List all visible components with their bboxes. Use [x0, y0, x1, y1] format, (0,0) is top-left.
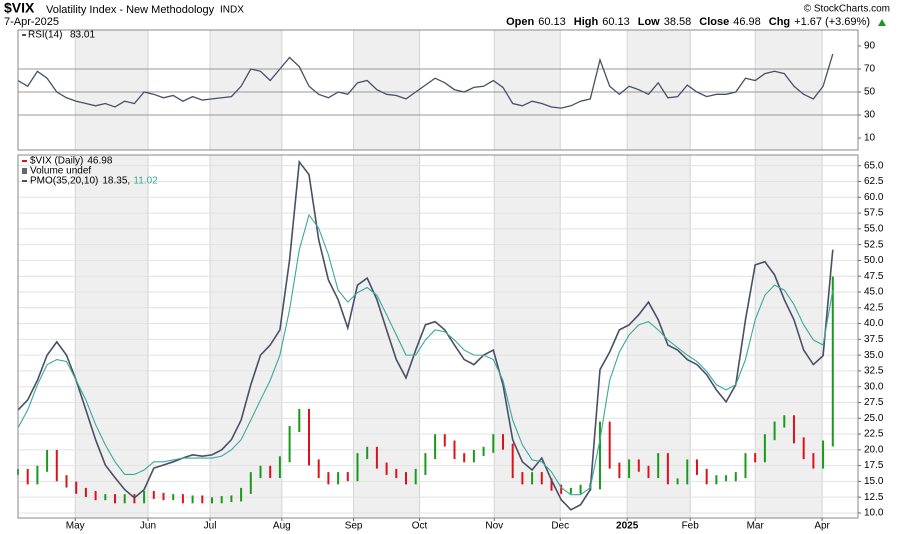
quote-value: 38.58 [664, 16, 692, 28]
y-tick-label: 10.0 [864, 508, 884, 519]
y-tick-label: 47.5 [864, 271, 884, 282]
panel-background [18, 155, 858, 518]
legend-label: $VIX (Daily) [30, 156, 83, 167]
quote-value: 60.13 [602, 16, 630, 28]
legend-value: 11.02 [133, 176, 158, 187]
quote-label: Chg [769, 16, 790, 28]
rsi-last: 83.01 [70, 30, 95, 41]
y-tick-label: 20.0 [864, 444, 884, 455]
y-tick-label: 50.0 [864, 255, 884, 266]
rsi-tick-label: 90 [864, 41, 876, 52]
x-tick-label: Apr [814, 521, 830, 532]
panel-frame [17, 29, 859, 151]
x-tick-label: Mar [747, 521, 765, 532]
y-tick-label: 57.5 [864, 208, 884, 219]
y-tick-label: 17.5 [864, 460, 884, 471]
x-tick-label: Oct [412, 521, 428, 532]
x-tick-label: Dec [551, 521, 569, 532]
legend-value: 46.98 [87, 156, 112, 167]
y-tick-label: 62.5 [864, 176, 884, 187]
y-tick-label: 30.0 [864, 381, 884, 392]
rsi-tick-label: 10 [864, 133, 876, 144]
month-band [75, 30, 148, 150]
panel-frame [17, 154, 859, 519]
rsi-tick-label: 50 [864, 87, 876, 98]
rsi-tick-label: 70 [864, 64, 876, 75]
y-tick-label: 42.5 [864, 302, 884, 313]
y-tick-label: 65.0 [864, 160, 884, 171]
month-band [627, 30, 691, 150]
legend-icon [22, 168, 27, 174]
exchange: INDX [220, 5, 244, 16]
y-tick-label: 22.5 [864, 429, 884, 440]
y-tick-label: 27.5 [864, 397, 884, 408]
month-band [210, 30, 282, 150]
x-tick-label: May [66, 521, 85, 532]
legend-label: PMO(35,20,10) [30, 176, 98, 187]
y-tick-label: 55.0 [864, 224, 884, 235]
x-tick-label: Jul [204, 521, 217, 532]
y-tick-label: 45.0 [864, 287, 884, 298]
quote-bar: Open 60.13 High 60.13 Low 38.58 Close 46.98 Chg +… [506, 16, 886, 28]
legend-separator: , [127, 176, 130, 187]
y-tick-label: 32.5 [864, 366, 884, 377]
subtitle: Volatility Index - New Methodology [46, 4, 215, 16]
quote-label: High [574, 16, 599, 28]
month-band [755, 155, 823, 518]
month-band [755, 30, 823, 150]
y-tick-label: 40.0 [864, 318, 884, 329]
month-band [353, 155, 420, 518]
y-tick-label: 25.0 [864, 413, 884, 424]
date: 7-Apr-2025 [4, 16, 59, 28]
y-tick-label: 37.5 [864, 334, 884, 345]
quote-value: +1.67 (+3.69%) [794, 16, 870, 28]
x-tick-label: 2025 [616, 521, 639, 532]
symbol: $VIX [4, 0, 35, 16]
x-tick-label: Jun [140, 521, 156, 532]
month-band [494, 155, 561, 518]
rsi-tick-label: 30 [864, 110, 876, 121]
quote-label: Close [699, 16, 729, 28]
y-tick-label: 12.5 [864, 492, 884, 503]
y-tick-label: 60.0 [864, 192, 884, 203]
y-tick-label: 52.5 [864, 239, 884, 250]
quote-label: Open [506, 16, 534, 28]
panel-background [18, 30, 858, 150]
rsi-line [17, 53, 834, 109]
quote-value: 60.13 [538, 16, 566, 28]
month-band [210, 155, 282, 518]
month-band [75, 155, 148, 518]
quote-label: Low [638, 16, 660, 28]
pmo-line [17, 159, 834, 511]
up-arrow [878, 19, 886, 26]
y-tick-label: 35.0 [864, 350, 884, 361]
pmo-line [17, 213, 834, 496]
month-band [353, 30, 420, 150]
x-tick-label: Aug [273, 521, 291, 532]
x-tick-label: Sep [345, 521, 363, 532]
y-tick-label: 15.0 [864, 476, 884, 487]
quote-value: 46.98 [733, 16, 761, 28]
rsi-name: RSI(14) [28, 30, 62, 41]
x-tick-label: Feb [682, 521, 700, 532]
legend-value: 18.35 [102, 176, 127, 187]
volume-label: Volume undef [30, 166, 91, 177]
credit: © StockCharts.com [804, 4, 890, 15]
x-tick-label: Nov [485, 521, 503, 532]
